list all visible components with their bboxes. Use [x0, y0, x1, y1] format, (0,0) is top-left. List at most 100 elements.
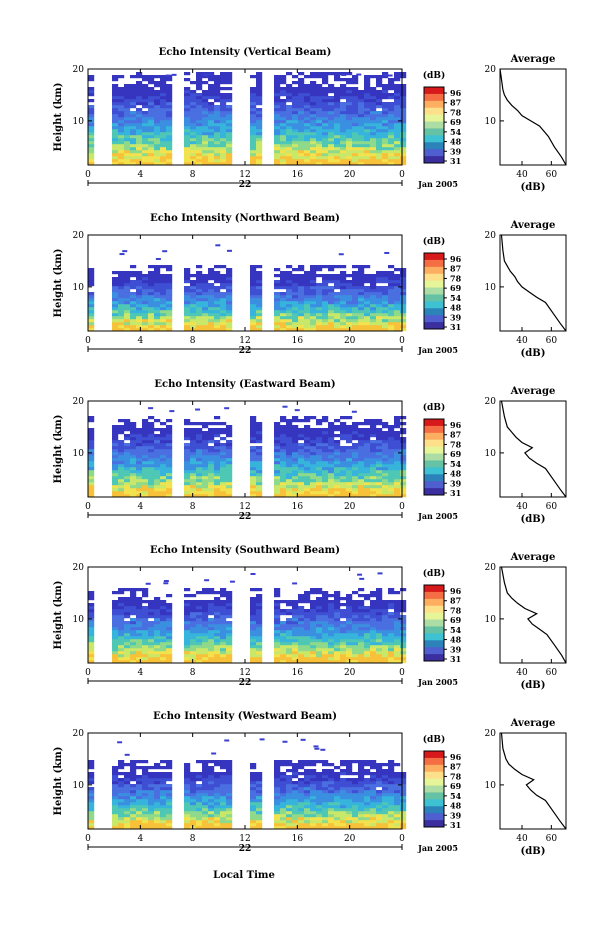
echo-cell	[346, 642, 353, 646]
echo-cell	[148, 437, 155, 441]
echo-cell	[220, 310, 227, 314]
echo-cell	[298, 437, 305, 441]
echo-cell	[304, 419, 311, 423]
echo-cell	[322, 126, 329, 130]
echo-cell	[136, 120, 143, 124]
x-tick-label: 0	[399, 336, 405, 346]
echo-cell	[394, 307, 401, 311]
echo-cell	[364, 437, 371, 441]
echo-cell	[190, 310, 197, 314]
echo-cell	[130, 446, 137, 450]
echo-cell	[382, 147, 389, 151]
echo-cell	[370, 449, 377, 453]
echo-cell	[184, 307, 191, 311]
echo-cell	[376, 660, 383, 664]
echo-cell	[388, 87, 395, 91]
echo-cell	[184, 129, 191, 133]
echo-cell	[352, 591, 359, 595]
echo-cell	[364, 274, 371, 278]
echo-cell	[370, 422, 377, 426]
echo-cell	[382, 425, 389, 429]
echo-cell	[154, 81, 161, 85]
echo-cell	[163, 580, 169, 583]
echo-cell	[328, 606, 335, 610]
echo-cell	[400, 485, 407, 489]
echo-cell	[226, 322, 233, 326]
echo-cell	[370, 621, 377, 625]
echo-cell	[358, 660, 365, 664]
echo-cell	[124, 156, 131, 160]
echo-cell	[190, 138, 197, 142]
echo-cell	[256, 425, 263, 429]
echo-cell	[280, 621, 287, 625]
echo-cell	[394, 156, 401, 160]
echo-cell	[250, 811, 257, 815]
echo-cell	[154, 120, 161, 124]
profile-x-tick-label: 60	[546, 668, 558, 678]
echo-cell	[346, 307, 353, 311]
profile-x-tick-label: 60	[546, 502, 558, 512]
echo-cell	[136, 428, 143, 432]
echo-cell	[202, 802, 209, 806]
echo-cell	[388, 817, 395, 821]
echo-cell	[166, 636, 173, 640]
echo-cell	[340, 159, 347, 163]
echo-cell	[124, 452, 131, 456]
echo-cell	[280, 633, 287, 637]
echo-cell	[328, 156, 335, 160]
echo-cell	[154, 84, 161, 88]
echo-cell	[118, 135, 125, 139]
echo-cell	[190, 603, 197, 607]
echo-cell	[256, 811, 263, 815]
echo-cell	[400, 156, 407, 160]
echo-cell	[310, 458, 317, 462]
echo-cell	[328, 159, 335, 163]
echo-cell	[220, 485, 227, 489]
echo-cell	[166, 440, 173, 444]
echo-cell	[304, 633, 311, 637]
echo-cell	[184, 87, 191, 91]
echo-cell	[316, 820, 323, 824]
echo-cell	[280, 416, 287, 420]
echo-cell	[160, 316, 167, 320]
echo-cell	[298, 295, 305, 299]
echo-cell	[338, 253, 344, 256]
echo-cell	[220, 817, 227, 821]
echo-cell	[394, 482, 401, 486]
echo-cell	[148, 823, 155, 827]
echo-cell	[340, 141, 347, 145]
echo-cell	[154, 793, 161, 797]
echo-cell	[352, 805, 359, 809]
echo-cell	[142, 114, 149, 118]
echo-cell	[250, 826, 257, 830]
echo-cell	[274, 479, 281, 483]
x-tick-label: 12	[239, 170, 250, 180]
echo-cell	[304, 443, 311, 447]
echo-cell	[190, 817, 197, 821]
echo-cell	[214, 322, 221, 326]
echo-cell	[148, 298, 155, 302]
echo-cell	[364, 630, 371, 634]
echo-cell	[352, 790, 359, 794]
echo-cell	[298, 159, 305, 163]
echo-cell	[322, 419, 329, 423]
echo-cell	[112, 488, 119, 492]
echo-cell	[202, 624, 209, 628]
echo-cell	[184, 159, 191, 163]
echo-cell	[142, 93, 149, 97]
echo-cell	[130, 307, 137, 311]
echo-cell	[370, 446, 377, 450]
echo-cell	[190, 805, 197, 809]
echo-cell	[394, 805, 401, 809]
echo-cell	[250, 799, 257, 803]
echo-cell	[118, 295, 125, 299]
echo-cell	[226, 135, 233, 139]
echo-cell	[118, 449, 125, 453]
echo-cell	[155, 257, 161, 260]
echo-cell	[334, 99, 341, 103]
echo-cell	[328, 298, 335, 302]
echo-cell	[196, 325, 203, 329]
echo-cell	[292, 268, 299, 272]
echo-cell	[280, 612, 287, 616]
echo-cell	[154, 96, 161, 100]
